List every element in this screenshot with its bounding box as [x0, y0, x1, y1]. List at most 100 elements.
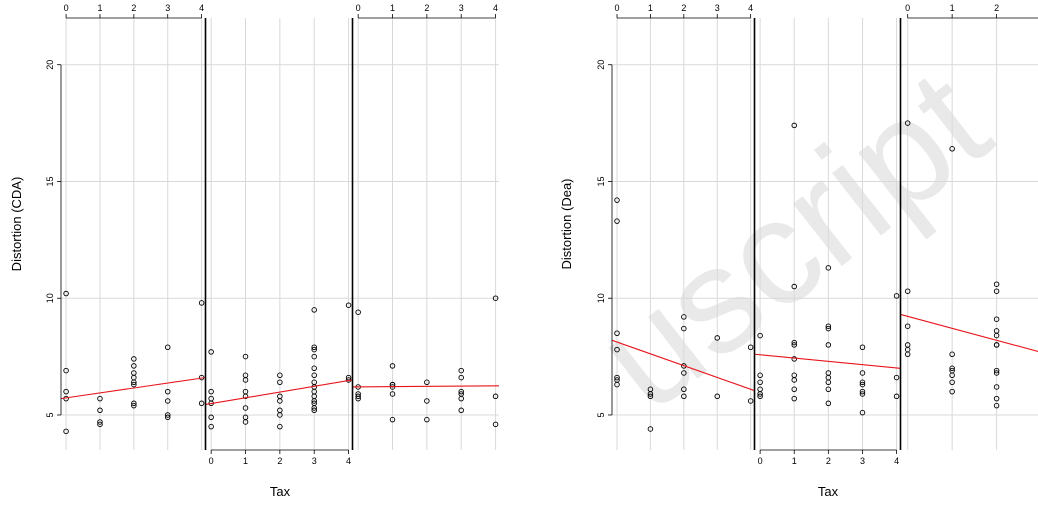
- y-tick-label: 5: [596, 412, 606, 417]
- x-tick-label: 4: [493, 3, 498, 13]
- data-point: [681, 370, 687, 376]
- data-point: [747, 344, 754, 351]
- data-point: [63, 388, 69, 395]
- x-tick-label: 1: [97, 3, 102, 13]
- data-point: [277, 372, 283, 379]
- x-tick-label: 0: [758, 456, 763, 466]
- data-point: [993, 332, 1000, 339]
- data-point: [904, 323, 911, 329]
- data-point: [277, 398, 283, 404]
- fit-line: [352, 385, 499, 388]
- x-tick-label: 0: [905, 3, 910, 13]
- data-point: [825, 400, 832, 407]
- data-point: [355, 309, 361, 315]
- data-point: [277, 379, 283, 386]
- data-point: [993, 370, 1000, 376]
- data-point: [614, 197, 620, 203]
- data-point: [164, 344, 171, 351]
- data-point: [859, 370, 866, 376]
- data-point: [208, 349, 214, 355]
- data-point: [859, 344, 866, 351]
- data-point: [949, 365, 955, 372]
- y-tick-label: 5: [45, 412, 55, 417]
- data-point: [424, 416, 430, 423]
- data-point: [97, 421, 103, 428]
- data-point: [893, 393, 900, 400]
- data-point: [893, 293, 900, 299]
- x-tick-label: 1: [390, 3, 395, 13]
- data-point: [458, 407, 464, 414]
- data-point: [242, 405, 249, 411]
- data-point: [492, 421, 499, 428]
- data-point: [859, 388, 866, 395]
- data-point: [242, 377, 249, 383]
- y-axis-title: Distortion (CDA): [9, 177, 24, 272]
- data-point: [791, 386, 797, 393]
- data-point: [311, 398, 317, 404]
- data-point: [859, 391, 866, 397]
- data-point: [757, 332, 763, 339]
- data-point: [904, 288, 911, 294]
- data-point: [647, 391, 654, 397]
- x-tick-label: 1: [243, 456, 248, 466]
- x-tick-label: 4: [894, 456, 899, 466]
- x-tick-label: 0: [64, 3, 69, 13]
- data-point: [681, 314, 687, 320]
- data-point: [993, 342, 1000, 348]
- data-point: [757, 391, 763, 397]
- x-tick-label: 3: [715, 3, 720, 13]
- data-point: [791, 283, 797, 290]
- data-point: [311, 365, 317, 372]
- data-point: [757, 372, 763, 379]
- data-point: [614, 374, 620, 381]
- data-point: [345, 302, 352, 308]
- data-point: [791, 339, 797, 346]
- data-point: [825, 265, 832, 271]
- data-point: [311, 307, 317, 313]
- x-tick-label: 2: [277, 456, 282, 466]
- y-tick-label: 10: [596, 293, 606, 303]
- data-point: [198, 300, 205, 306]
- data-point: [904, 351, 911, 358]
- x-tick-label: 3: [860, 456, 865, 466]
- data-point: [859, 409, 866, 416]
- data-point: [311, 407, 317, 414]
- x-tick-label: 0: [209, 456, 214, 466]
- data-point: [131, 402, 137, 409]
- data-point: [458, 395, 464, 402]
- data-point: [949, 388, 955, 395]
- data-point: [355, 393, 361, 400]
- data-point: [747, 398, 754, 404]
- x-tick-label: 2: [424, 3, 429, 13]
- data-point: [647, 426, 654, 432]
- data-point: [164, 414, 171, 421]
- data-point: [859, 381, 866, 388]
- data-point: [97, 407, 103, 414]
- x-tick-label: 4: [748, 3, 753, 13]
- y-tick-label: 20: [45, 60, 55, 70]
- data-point: [97, 419, 103, 425]
- x-axis-title: Tax: [270, 484, 291, 499]
- x-tick-label: 2: [994, 3, 999, 13]
- data-point: [791, 122, 797, 129]
- x-tick-label: 3: [312, 456, 317, 466]
- x-tick-label: 0: [356, 3, 361, 13]
- data-point: [681, 386, 687, 393]
- data-point: [993, 288, 1000, 294]
- data-point: [97, 395, 103, 402]
- data-point: [681, 393, 687, 400]
- data-point: [164, 388, 171, 395]
- y-axis-title: Distortion (Dea): [559, 178, 574, 269]
- data-point: [277, 423, 283, 430]
- data-point: [424, 398, 430, 404]
- data-point: [993, 395, 1000, 402]
- data-point: [242, 419, 249, 425]
- y-tick-label: 15: [596, 176, 606, 186]
- data-point: [131, 363, 137, 369]
- data-point: [791, 356, 797, 362]
- data-point: [63, 290, 69, 297]
- fit-line: [61, 377, 206, 400]
- data-point: [614, 381, 620, 388]
- data-point: [345, 374, 352, 381]
